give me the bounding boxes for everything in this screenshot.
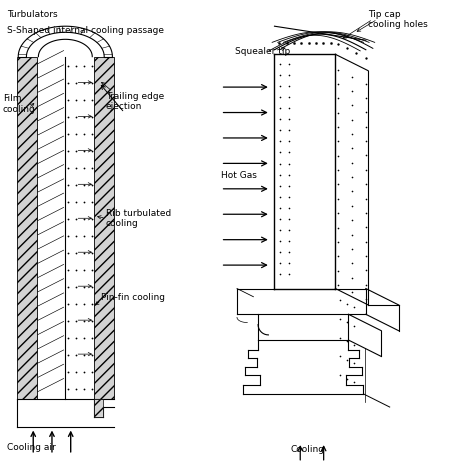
Text: Trailing edge
ejection: Trailing edge ejection [106,92,164,111]
Text: Turbulators: Turbulators [8,10,58,19]
Text: Hot Gas: Hot Gas [220,172,256,181]
Bar [94,399,103,417]
Text: Pin-fin cooling: Pin-fin cooling [101,293,165,302]
Text: S-Shaped internal cooling passage: S-Shaped internal cooling passage [8,26,164,35]
Text: Rib turbulated
cooling: Rib turbulated cooling [106,209,171,228]
Text: Film
cooling: Film cooling [3,94,36,114]
Text: Tip cap
cooling holes: Tip cap cooling holes [368,10,428,29]
Text: Squealer tip: Squealer tip [235,47,290,56]
Text: Cooling: Cooling [291,446,325,455]
Bar [17,57,36,399]
Bar [94,57,114,399]
Text: Cooling air: Cooling air [8,443,56,452]
